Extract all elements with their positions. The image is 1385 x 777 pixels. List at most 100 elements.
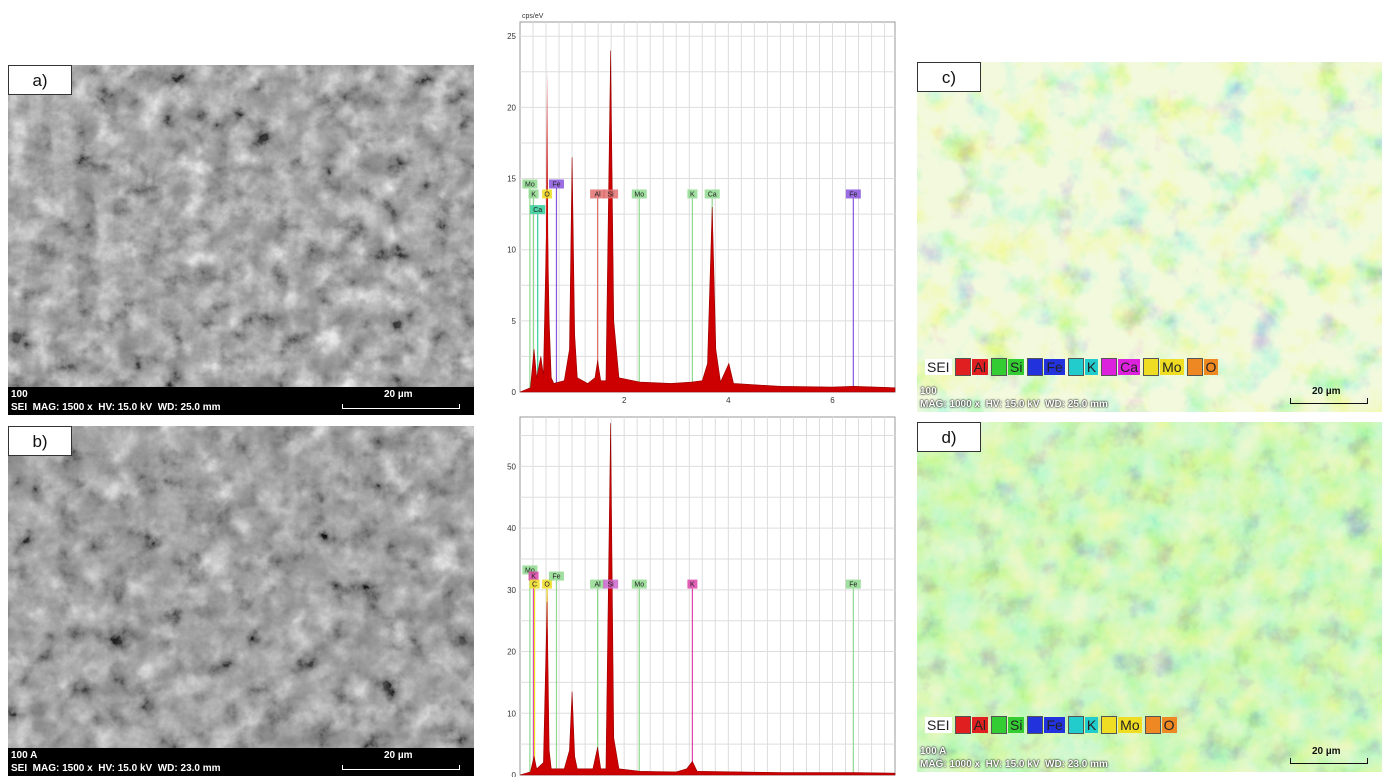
- element-label-bg: [529, 579, 540, 589]
- y-tick-label: 10: [507, 709, 516, 718]
- x-tick-label: 2: [622, 396, 627, 405]
- legend-item-sei: SEI: [925, 716, 952, 734]
- legend-label: Ca: [1118, 359, 1141, 375]
- legend-label: K: [1084, 717, 1099, 733]
- element-label-mo: Mo: [634, 582, 644, 589]
- element-legend-c: SEI Al Si Fe K Ca Mo O: [925, 358, 1221, 376]
- element-label-bg: [590, 189, 606, 199]
- scale-bar-a: [342, 404, 460, 409]
- plot-area: [519, 416, 896, 776]
- y-tick-label: 0: [512, 771, 517, 777]
- x-tick-label: 6: [830, 396, 835, 405]
- sem-params-b: SEI MAG: 1500 x HV: 15.0 kV WD: 23.0 mm: [11, 763, 221, 774]
- panel-tag-a: a): [8, 65, 72, 95]
- map-params-d: MAG: 1000 x HV: 15.0 kV WD: 23.0 mm: [920, 759, 1108, 770]
- element-label-c: C: [532, 582, 537, 589]
- element-label-o: O: [544, 582, 550, 589]
- sem-texture-a: [8, 65, 474, 415]
- y-tick-label: 15: [507, 175, 516, 184]
- element-label-bg: [631, 579, 647, 589]
- element-label-fe: Fe: [552, 182, 560, 189]
- element-label-al: Al: [594, 582, 601, 589]
- element-label-mo: Mo: [525, 567, 535, 574]
- legend-label: Fe: [1044, 359, 1065, 375]
- y-tick-label: 0: [512, 388, 517, 397]
- element-label-o: O: [544, 191, 550, 198]
- element-label-mo: Mo: [634, 191, 644, 198]
- panel-tag-b: b): [8, 426, 72, 456]
- y-tick-label: 20: [507, 103, 516, 112]
- y-axis-label: cps/eV: [522, 13, 544, 20]
- element-label-bg: [603, 579, 619, 589]
- eds-texture-d: [917, 422, 1382, 772]
- element-label-fe: Fe: [552, 574, 560, 581]
- legend-swatch: [1144, 716, 1161, 734]
- element-label-k: K: [690, 582, 695, 589]
- legend-label: SEI: [925, 717, 952, 733]
- legend-swatch: [1067, 358, 1084, 376]
- spectrum-area: [519, 423, 896, 776]
- spectrum-peak: [545, 70, 550, 378]
- legend-label: Fe: [1044, 717, 1065, 733]
- legend-swatch: [1143, 358, 1160, 376]
- element-label-bg: [522, 179, 538, 189]
- eds-map-c: c) SEI Al Si Fe K Ca Mo O 100 MAG: 1000 x HV: 1…: [917, 62, 1382, 412]
- element-label-k: K: [531, 191, 536, 198]
- element-label-fe: Fe: [849, 191, 857, 198]
- y-tick-label: 40: [507, 524, 516, 533]
- element-label-bg: [603, 189, 619, 199]
- y-tick-label: 25: [507, 32, 516, 41]
- x-tick-label: 4: [726, 396, 731, 405]
- legend-label: Si: [1008, 359, 1025, 375]
- legend-item-fe: Fe: [1027, 358, 1065, 376]
- legend-item-k: K: [1067, 716, 1099, 734]
- element-label-bg: [704, 189, 720, 199]
- legend-label: K: [1084, 359, 1099, 375]
- legend-label: Al: [971, 359, 989, 375]
- element-label-mo: Mo: [525, 182, 535, 189]
- scale-bar-c: [1290, 398, 1368, 404]
- legend-swatch: [1101, 358, 1118, 376]
- element-label-bg: [528, 571, 539, 581]
- legend-item-sei: SEI: [925, 358, 952, 376]
- element-label-fe: Fe: [849, 582, 857, 589]
- scale-label-b: 20 µm: [384, 750, 413, 761]
- element-label-bg: [845, 189, 861, 199]
- map-params-c: MAG: 1000 x HV: 15.0 kV WD: 25.0 mm: [920, 399, 1108, 410]
- element-label-bg: [542, 579, 553, 589]
- element-label-bg: [590, 579, 606, 589]
- eds-texture-c: [917, 62, 1382, 412]
- sem-image-b: b) 100 A SEI MAG: 1500 x HV: 15.0 kV WD:…: [8, 426, 474, 776]
- scale-bar-d: [1290, 758, 1368, 764]
- scale-label-c: 20 µm: [1312, 386, 1341, 397]
- element-label-bg: [631, 189, 647, 199]
- element-label-bg: [548, 571, 564, 581]
- element-label-bg: [687, 189, 698, 199]
- y-tick-label: 20: [507, 648, 516, 657]
- legend-item-mo: Mo: [1143, 358, 1184, 376]
- legend-swatch: [1027, 358, 1044, 376]
- legend-item-si: Si: [991, 358, 1025, 376]
- legend-swatch: [954, 358, 971, 376]
- legend-swatch: [1186, 358, 1203, 376]
- scale-bar-b: [342, 765, 460, 770]
- eds-map-d: d) SEI Al Si Fe K Mo O 100 A MAG: 1000 x HV: 1…: [917, 422, 1382, 772]
- sem-info-bar-a: 100 SEI MAG: 1500 x HV: 15.0 kV WD: 25.0…: [8, 387, 474, 415]
- legend-swatch: [991, 716, 1008, 734]
- element-label-al: Al: [594, 191, 601, 198]
- sample-label-b: 100 A: [11, 750, 38, 761]
- element-label-bg: [548, 179, 564, 189]
- legend-item-fe: Fe: [1027, 716, 1065, 734]
- panel-tag-d: d): [917, 422, 981, 452]
- legend-label: Mo: [1160, 359, 1184, 375]
- element-label-ca: Ca: [708, 191, 717, 198]
- legend-item-si: Si: [991, 716, 1025, 734]
- scale-label-a: 20 µm: [384, 389, 413, 400]
- legend-swatch: [1101, 716, 1118, 734]
- element-label-k: K: [531, 574, 536, 581]
- legend-label: O: [1161, 717, 1177, 733]
- element-label-bg: [530, 205, 546, 215]
- element-label-ca: Ca: [533, 207, 542, 214]
